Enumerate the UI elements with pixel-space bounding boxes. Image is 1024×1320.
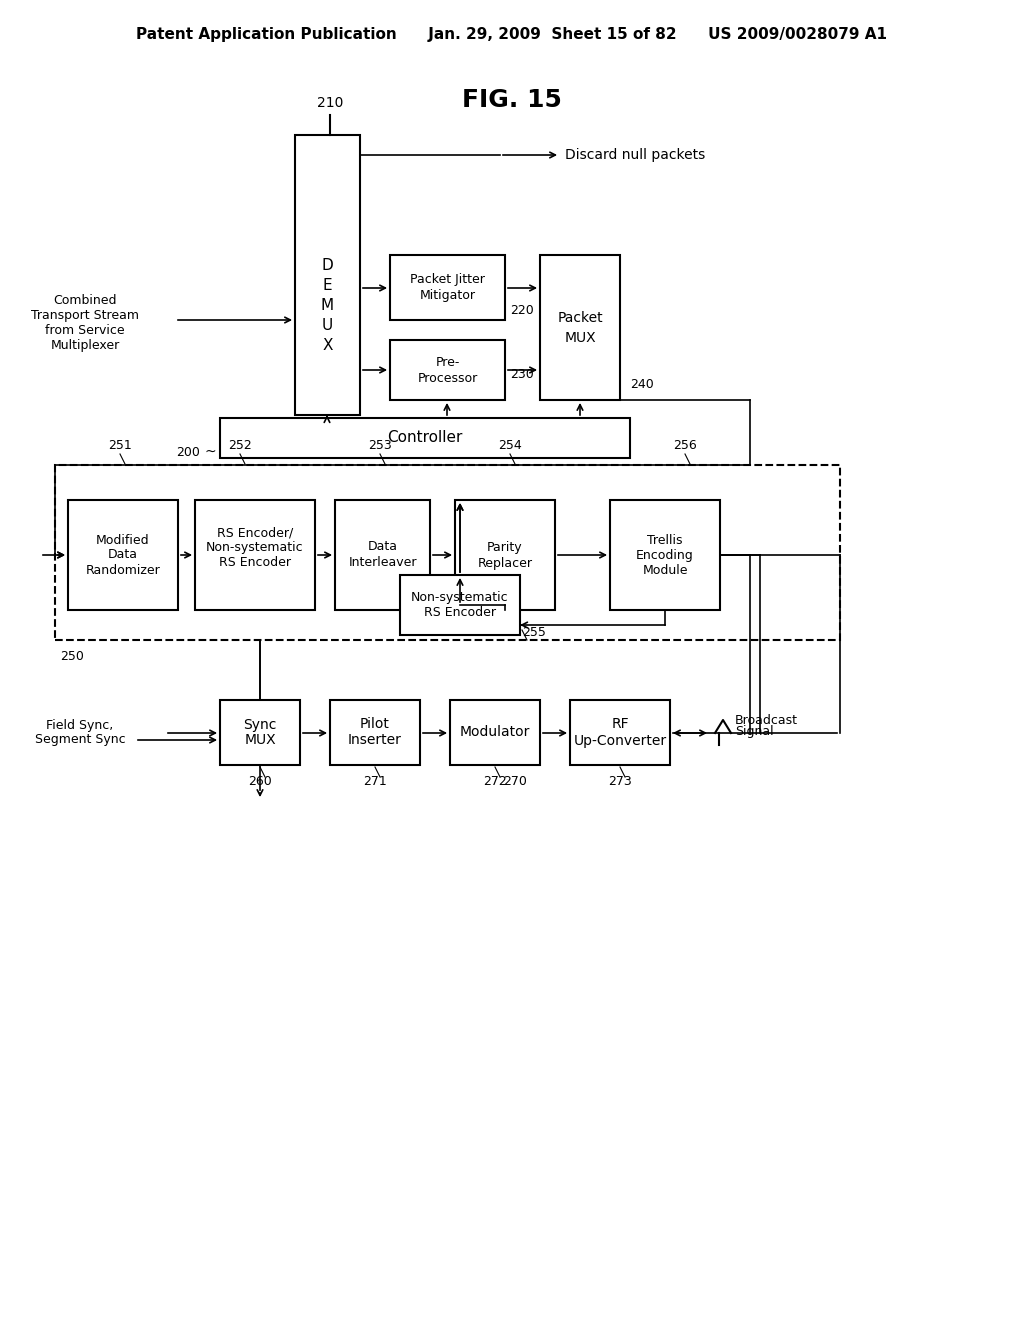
Text: 273: 273 xyxy=(608,775,632,788)
Text: Pre-: Pre- xyxy=(435,355,460,368)
Text: Controller: Controller xyxy=(387,430,463,446)
Text: Packet Jitter: Packet Jitter xyxy=(410,273,485,286)
Text: Transport Stream: Transport Stream xyxy=(31,309,139,322)
Text: Patent Application Publication      Jan. 29, 2009  Sheet 15 of 82      US 2009/0: Patent Application Publication Jan. 29, … xyxy=(136,28,888,42)
Text: Signal: Signal xyxy=(735,726,773,738)
FancyBboxPatch shape xyxy=(68,500,178,610)
Text: Inserter: Inserter xyxy=(348,734,402,747)
Text: Segment Sync: Segment Sync xyxy=(35,734,125,747)
Text: Replacer: Replacer xyxy=(477,557,532,569)
Text: ~: ~ xyxy=(204,445,216,459)
FancyBboxPatch shape xyxy=(220,700,300,766)
Text: Broadcast: Broadcast xyxy=(735,714,798,726)
Text: 230: 230 xyxy=(510,368,534,381)
FancyBboxPatch shape xyxy=(570,700,670,766)
Text: Randomizer: Randomizer xyxy=(86,564,161,577)
Text: 240: 240 xyxy=(630,379,653,392)
Text: 271: 271 xyxy=(364,775,387,788)
Text: E: E xyxy=(323,277,333,293)
Text: D: D xyxy=(322,257,334,272)
Text: 260: 260 xyxy=(248,775,272,788)
Text: 200: 200 xyxy=(176,446,200,458)
Text: 210: 210 xyxy=(316,96,343,110)
Text: 270: 270 xyxy=(503,775,527,788)
Text: 252: 252 xyxy=(228,440,252,451)
Text: RS Encoder: RS Encoder xyxy=(424,606,496,619)
Text: 254: 254 xyxy=(498,440,522,451)
Text: Module: Module xyxy=(642,564,688,577)
FancyBboxPatch shape xyxy=(540,255,620,400)
Text: 256: 256 xyxy=(673,440,697,451)
Text: U: U xyxy=(322,318,333,333)
Text: 251: 251 xyxy=(109,440,132,451)
Text: Modulator: Modulator xyxy=(460,726,530,739)
Text: FIG. 15: FIG. 15 xyxy=(462,88,562,112)
Text: Non-systematic: Non-systematic xyxy=(412,590,509,603)
Text: 220: 220 xyxy=(510,304,534,317)
Text: Discard null packets: Discard null packets xyxy=(565,148,706,162)
FancyBboxPatch shape xyxy=(195,500,315,610)
Text: MUX: MUX xyxy=(564,330,596,345)
Text: from Service: from Service xyxy=(45,323,125,337)
Text: Parity: Parity xyxy=(487,540,523,553)
Text: RF: RF xyxy=(611,718,629,731)
Text: Encoding: Encoding xyxy=(636,549,694,561)
Text: Data: Data xyxy=(368,540,397,553)
Text: MUX: MUX xyxy=(244,734,275,747)
FancyBboxPatch shape xyxy=(455,500,555,610)
Text: Data: Data xyxy=(108,549,138,561)
Text: Trellis: Trellis xyxy=(647,533,683,546)
Text: Non-systematic: Non-systematic xyxy=(206,541,304,554)
Text: Packet: Packet xyxy=(557,310,603,325)
Text: Interleaver: Interleaver xyxy=(348,557,417,569)
Text: Processor: Processor xyxy=(418,371,477,384)
FancyBboxPatch shape xyxy=(400,576,520,635)
FancyBboxPatch shape xyxy=(610,500,720,610)
Text: 253: 253 xyxy=(368,440,392,451)
Text: Modified: Modified xyxy=(96,533,150,546)
Text: 255: 255 xyxy=(522,626,546,639)
Text: Combined: Combined xyxy=(53,293,117,306)
Text: Sync: Sync xyxy=(244,718,276,731)
FancyBboxPatch shape xyxy=(335,500,430,610)
Text: Pilot: Pilot xyxy=(360,718,390,731)
Text: Up-Converter: Up-Converter xyxy=(573,734,667,747)
Text: RS Encoder: RS Encoder xyxy=(219,557,291,569)
Text: X: X xyxy=(323,338,333,352)
Text: Multiplexer: Multiplexer xyxy=(50,338,120,351)
FancyBboxPatch shape xyxy=(330,700,420,766)
Text: Mitigator: Mitigator xyxy=(420,289,475,302)
Text: RS Encoder/: RS Encoder/ xyxy=(217,527,293,540)
FancyBboxPatch shape xyxy=(220,418,630,458)
Text: M: M xyxy=(321,297,334,313)
Text: 272: 272 xyxy=(483,775,507,788)
FancyBboxPatch shape xyxy=(295,135,360,414)
Text: Field Sync,: Field Sync, xyxy=(46,718,114,731)
FancyBboxPatch shape xyxy=(390,341,505,400)
FancyBboxPatch shape xyxy=(390,255,505,319)
FancyBboxPatch shape xyxy=(55,465,840,640)
FancyBboxPatch shape xyxy=(450,700,540,766)
Text: 250: 250 xyxy=(60,649,84,663)
